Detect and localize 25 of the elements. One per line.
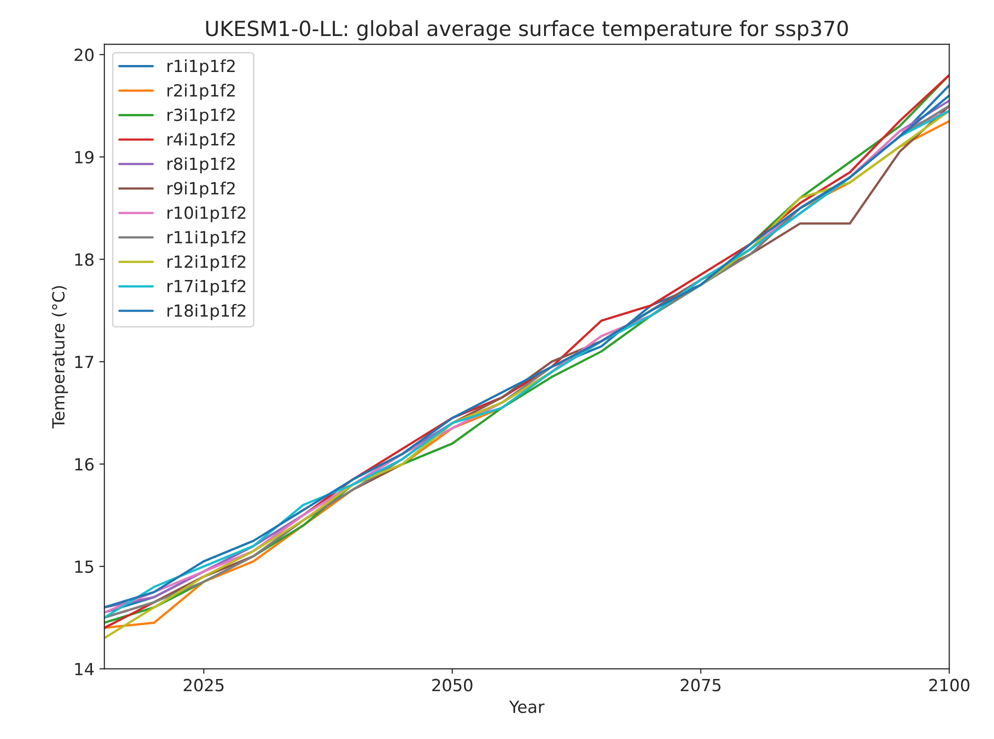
y-tick-label: 17 [75, 356, 94, 368]
x-tick-label: 2100 [929, 678, 970, 692]
y-tick-label: 15 [75, 560, 94, 573]
chart-title: UKESM1-0-LL: global average surface temperature for ssp370 [206, 20, 848, 40]
y-tick-label: 14 [75, 662, 94, 676]
y-tick-label: 20 [74, 48, 94, 62]
legend-label: r4i1p1f2 [168, 132, 235, 149]
x-tick-label: 2025 [184, 678, 224, 692]
legend-label: r3i1p1f2 [168, 108, 235, 124]
legend-label: r17i1p1f2 [168, 280, 246, 296]
y-tick-label: 19 [75, 150, 94, 164]
x-axis-title: Year [509, 700, 544, 714]
legend-label: r18i1p1f2 [168, 304, 246, 320]
legend-label: r1i1p1f2 [168, 59, 235, 76]
y-tick-label: 18 [75, 253, 94, 266]
legend-label: r8i1p1f2 [168, 157, 235, 174]
legend-label: r9i1p1f2 [168, 182, 235, 198]
legend-label: r12i1p1f2 [168, 255, 246, 272]
y-axis-title: Temperature (°C) [52, 286, 68, 429]
x-tick-label: 2050 [432, 678, 472, 692]
y-tick-label: 16 [75, 458, 94, 471]
x-tick-label: 2075 [680, 678, 721, 692]
legend-label: r2i1p1f2 [168, 84, 235, 100]
legend-label: r10i1p1f2 [168, 206, 246, 222]
legend-label: r11i1p1f2 [168, 230, 246, 247]
